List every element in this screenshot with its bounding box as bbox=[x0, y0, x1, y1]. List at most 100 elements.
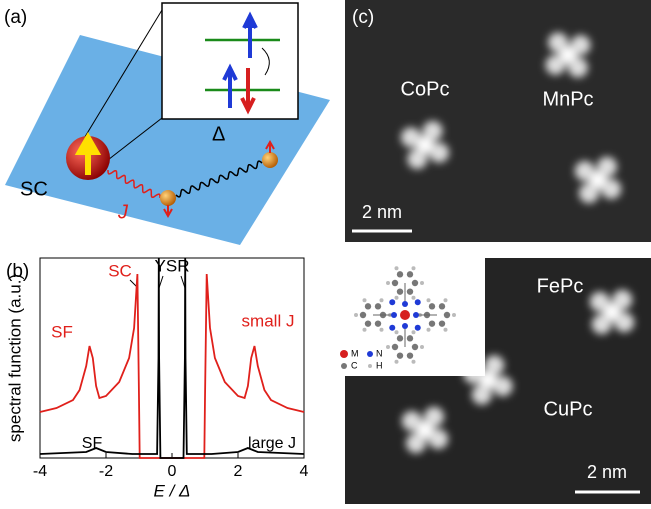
molecule-lobe bbox=[429, 142, 450, 163]
carbon bbox=[406, 352, 414, 359]
molecule-lobe bbox=[405, 433, 426, 454]
hydrogen bbox=[394, 330, 399, 335]
molecule-lobe bbox=[545, 54, 566, 75]
y-axis-label: spectral function (a.u.) bbox=[5, 274, 24, 442]
hydrogen bbox=[452, 313, 456, 317]
carbon bbox=[396, 352, 404, 359]
hydrogen bbox=[426, 327, 431, 332]
hydrogen bbox=[411, 266, 416, 271]
carbon bbox=[406, 335, 414, 342]
plot-frame bbox=[39, 257, 305, 459]
stm-image bbox=[345, 0, 651, 242]
molecule-lobe bbox=[401, 410, 422, 431]
x-tick-label: -2 bbox=[99, 463, 113, 480]
molecule-lobe bbox=[578, 183, 599, 204]
carbon bbox=[396, 288, 404, 295]
scale-label: 2 nm bbox=[362, 202, 402, 222]
hydrogen bbox=[411, 330, 416, 335]
molecule-model bbox=[354, 266, 456, 364]
annotation: SC bbox=[108, 261, 132, 280]
carbon bbox=[396, 335, 404, 342]
molecule-lobe bbox=[484, 355, 505, 376]
molecule-lobe bbox=[492, 376, 513, 397]
molecule-lobe bbox=[400, 127, 421, 148]
nitrogen bbox=[402, 301, 408, 307]
molecule-lobe bbox=[574, 160, 595, 181]
annotation: SF bbox=[51, 322, 73, 341]
annotation: YSR bbox=[155, 256, 190, 275]
series-label: small J bbox=[242, 311, 295, 330]
panel-label: (b) bbox=[6, 261, 29, 282]
hydrogen bbox=[426, 298, 431, 303]
panel-label: (a) bbox=[4, 7, 27, 28]
hydrogen bbox=[420, 281, 424, 285]
carbon bbox=[391, 279, 399, 287]
molecule-lobe bbox=[601, 179, 622, 200]
carbon bbox=[374, 303, 382, 310]
x-tick-label: -4 bbox=[33, 463, 47, 480]
impurity-spin bbox=[74, 131, 102, 175]
nitrogen bbox=[414, 324, 421, 331]
legend-dot bbox=[340, 350, 348, 358]
x-tick-label: 0 bbox=[168, 463, 177, 480]
molecule-lobe bbox=[428, 429, 449, 450]
hydrogen bbox=[379, 298, 384, 303]
substrate-label: SC bbox=[20, 178, 48, 200]
qp-spin bbox=[265, 139, 275, 153]
carbon bbox=[406, 288, 414, 295]
carbon bbox=[359, 311, 367, 319]
gap-wave bbox=[175, 160, 263, 198]
transition-arrow bbox=[261, 47, 270, 76]
hydrogen bbox=[411, 359, 416, 364]
spin-up bbox=[242, 11, 258, 58]
molecule-label: FePc bbox=[537, 275, 584, 297]
carbon bbox=[406, 271, 414, 278]
molecule-label: CuPc bbox=[544, 398, 593, 420]
hydrogen bbox=[379, 327, 384, 332]
carbon bbox=[364, 303, 372, 310]
legend-dot bbox=[367, 351, 373, 357]
molecule-lobe bbox=[614, 312, 635, 333]
legend-label: H bbox=[376, 360, 383, 370]
scale-label: 2 nm bbox=[587, 462, 627, 482]
hydrogen bbox=[354, 313, 358, 317]
nitrogen bbox=[402, 323, 408, 329]
gap-label: Δ bbox=[212, 123, 225, 145]
quasiparticle bbox=[262, 152, 278, 168]
hydrogen bbox=[411, 295, 416, 300]
hydrogen bbox=[386, 281, 390, 285]
coupling-wave bbox=[107, 170, 161, 198]
carbon bbox=[428, 303, 436, 310]
nitrogen bbox=[389, 299, 396, 306]
molecule-lobe bbox=[407, 149, 428, 170]
hydrogen bbox=[386, 345, 390, 349]
panel-label: (c) bbox=[352, 7, 374, 28]
x-tick-label: 2 bbox=[234, 463, 243, 480]
metal bbox=[400, 310, 410, 320]
carbon bbox=[443, 311, 451, 319]
carbon bbox=[411, 279, 419, 287]
molecule-lobe bbox=[548, 32, 569, 53]
panel-c: (c) CoPc MnPc 2 nm FePc CuPc 2 nm M N C … bbox=[340, 0, 651, 504]
coupling-label: J bbox=[117, 201, 129, 223]
molecule-lobe bbox=[570, 35, 591, 56]
nitrogen bbox=[389, 324, 396, 331]
spin-down bbox=[240, 68, 256, 115]
hydrogen bbox=[394, 359, 399, 364]
molecule-label: CoPc bbox=[401, 78, 450, 100]
carbon bbox=[364, 320, 372, 327]
hydrogen bbox=[394, 266, 399, 271]
molecule-lobe bbox=[567, 57, 588, 78]
hydrogen bbox=[443, 327, 448, 332]
line-series bbox=[39, 273, 305, 459]
molecule-lobe bbox=[471, 384, 492, 405]
molecule-lobe bbox=[422, 120, 443, 141]
panel-a: (a) SC J Δ bbox=[4, 2, 330, 245]
panel-b: (b) spectral function (a.u.) E / Δ SC YS… bbox=[5, 256, 308, 500]
legend-dot bbox=[368, 364, 372, 368]
hydrogen bbox=[443, 298, 448, 303]
carbon bbox=[411, 343, 419, 351]
quasiparticle bbox=[160, 190, 176, 206]
hydrogen bbox=[362, 327, 367, 332]
